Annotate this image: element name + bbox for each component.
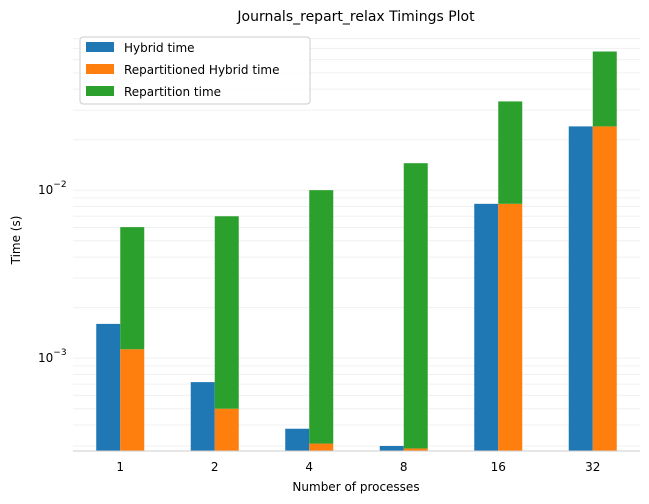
- x-tick-label: 1: [116, 460, 124, 474]
- legend-label: Repartitioned Hybrid time: [124, 63, 279, 77]
- y-tick-label: 10−2: [38, 180, 67, 197]
- bar-hybrid-time: [474, 203, 499, 451]
- bar-repartitioned-hybrid-time: [309, 443, 334, 451]
- x-tick-label: 4: [305, 460, 313, 474]
- legend-swatch: [86, 64, 114, 74]
- bar-repartition-time: [403, 163, 428, 449]
- bar-repartitioned-hybrid-time: [403, 448, 428, 451]
- bar-hybrid-time: [285, 428, 310, 451]
- bar-repartitioned-hybrid-time: [214, 408, 239, 451]
- bar-repartition-time: [120, 227, 145, 350]
- y-tick-labels: 10−3 10−2: [38, 180, 67, 365]
- bar-repartitioned-hybrid-time: [592, 126, 617, 451]
- legend-label: Repartition time: [124, 85, 221, 99]
- legend: Hybrid time Repartitioned Hybrid time Repa…: [79, 36, 311, 105]
- bar-hybrid-time: [379, 445, 404, 451]
- y-axis-label: Time (s): [9, 216, 23, 266]
- y-tick-label: 10−3: [38, 348, 67, 365]
- legend-label: Hybrid time: [124, 41, 195, 55]
- bar-repartition-time: [214, 216, 239, 409]
- legend-frame: [79, 36, 311, 105]
- x-tick-label: 16: [491, 460, 506, 474]
- x-tick-labels: 1 2 4 8 16 32: [116, 460, 600, 474]
- x-axis-label: Number of processes: [292, 480, 419, 494]
- bar-hybrid-time: [568, 126, 593, 451]
- bar-hybrid-time: [96, 323, 121, 451]
- bar-hybrid-time: [190, 382, 215, 451]
- bar-repartitioned-hybrid-time: [498, 203, 523, 451]
- x-tick-label: 32: [585, 460, 600, 474]
- x-tick-label: 8: [400, 460, 408, 474]
- legend-swatch: [86, 86, 114, 96]
- bar-repartition-time: [592, 51, 617, 127]
- chart-title: Journals_repart_relax Timings Plot: [236, 9, 475, 25]
- grid-lines: [73, 38, 640, 447]
- bar-repartitioned-hybrid-time: [120, 349, 145, 451]
- bars: [96, 51, 617, 451]
- x-tick-label: 2: [211, 460, 219, 474]
- legend-swatch: [86, 42, 114, 52]
- bar-repartition-time: [309, 190, 334, 444]
- bar-repartition-time: [498, 101, 523, 204]
